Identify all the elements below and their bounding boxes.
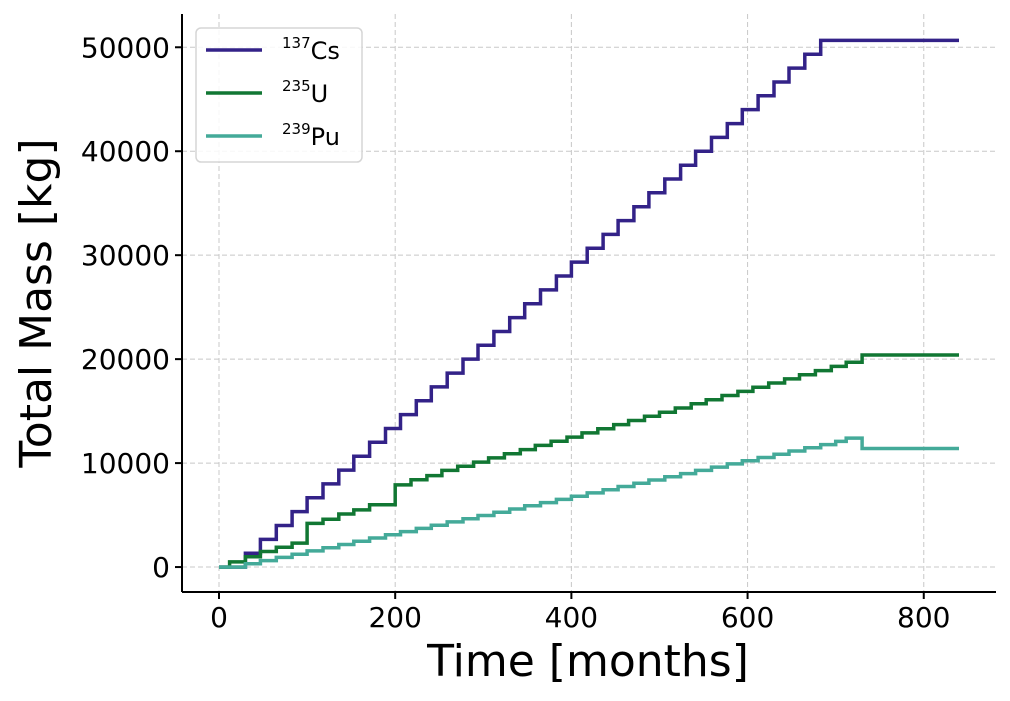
- x-tick-label: 200: [368, 601, 421, 634]
- legend-label-u: 235U: [282, 77, 328, 108]
- x-tick-label: 400: [545, 601, 598, 634]
- x-axis-title: Time [months]: [426, 636, 749, 687]
- series-line-cs: [219, 38, 959, 569]
- legend-label-cs: 137Cs: [282, 34, 340, 65]
- y-tick-label: 50000: [81, 31, 170, 64]
- x-tick-label: 800: [897, 601, 950, 634]
- x-ticks: 0 200 400 600 800: [210, 592, 950, 634]
- x-tick-label: 0: [210, 601, 228, 634]
- y-tick-label: 10000: [81, 447, 170, 480]
- legend-label-pu: 239Pu: [282, 120, 340, 151]
- series-line-u: [219, 353, 959, 569]
- y-tick-label: 40000: [81, 135, 170, 168]
- legend: 137Cs 235U 239Pu: [195, 27, 363, 163]
- series-lines: [219, 38, 959, 569]
- y-tick-label: 30000: [81, 239, 170, 272]
- y-axis-title: Total Mass [kg]: [11, 138, 62, 468]
- legend-box: [195, 27, 363, 163]
- x-tick-label: 600: [721, 601, 774, 634]
- y-tick-label: 0: [152, 551, 170, 584]
- series-line-pu: [219, 436, 959, 569]
- y-tick-label: 20000: [81, 343, 170, 376]
- y-ticks: 0 10000 20000 30000 40000 50000: [81, 31, 182, 584]
